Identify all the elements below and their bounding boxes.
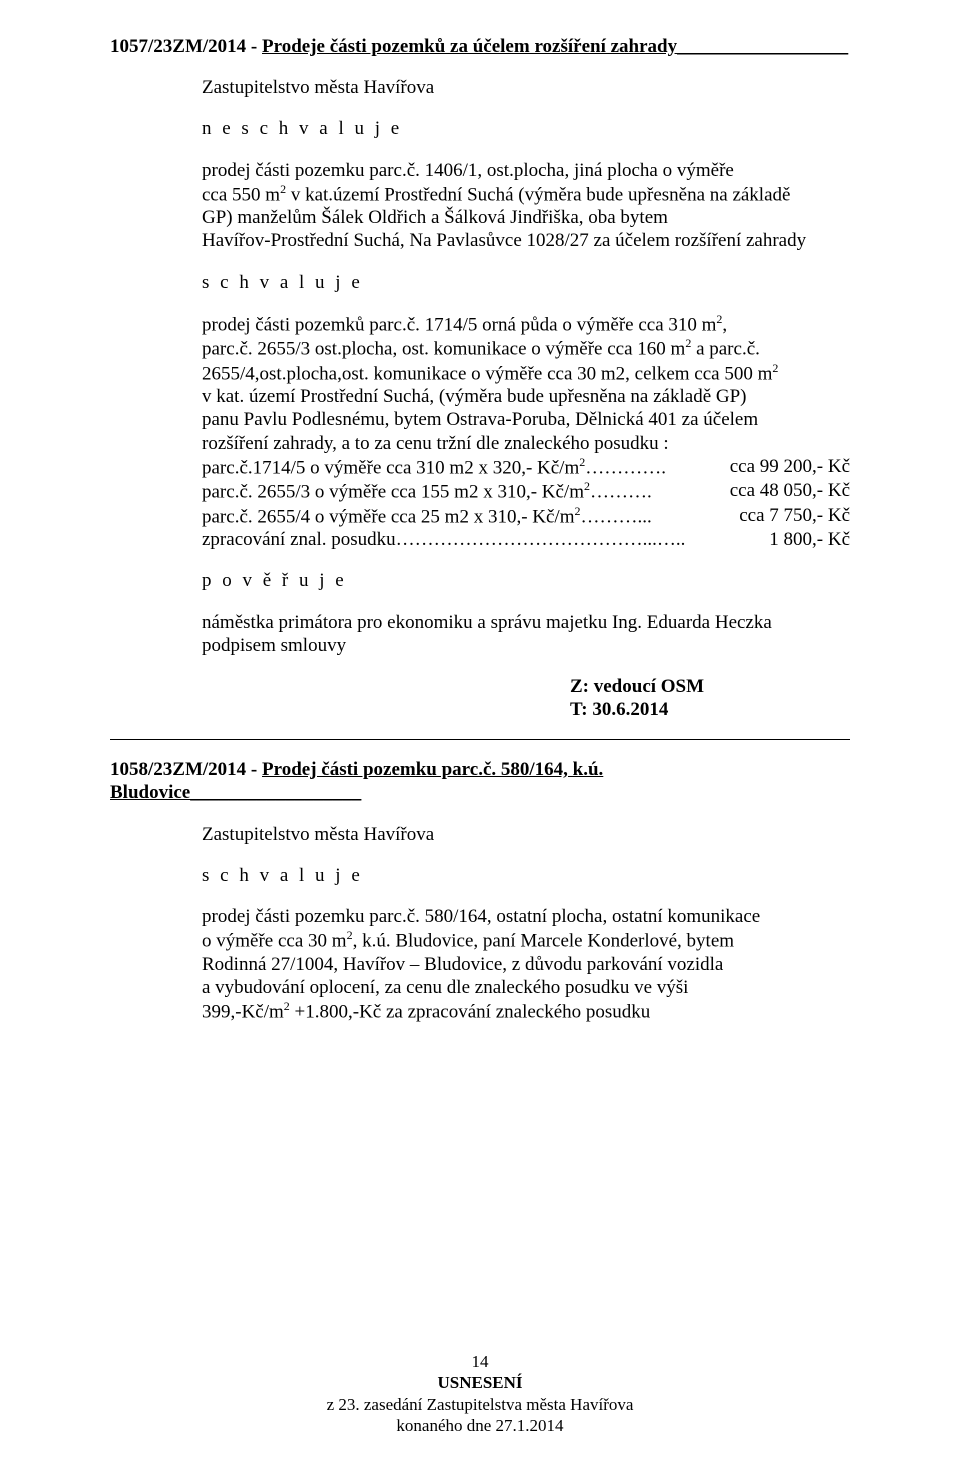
s2p1l4: a vybudování oplocení, za cenu dle znale… <box>202 976 850 999</box>
s1p1l2: cca 550 m2 v kat.území Prostřední Suchá … <box>202 182 850 207</box>
price-row-3-value: cca 7 750,- Kč <box>739 504 850 529</box>
footer-l2: z 23. zasedání Zastupitelstva města Haví… <box>0 1394 960 1415</box>
z-line: Z: vedoucí OSM <box>570 675 704 698</box>
price-row-1-value: cca 99 200,- Kč <box>730 455 850 480</box>
price-row-2: parc.č. 2655/3 o výměře cca 155 m2 x 310… <box>202 479 850 504</box>
s1p2l1: prodej části pozemků parc.č. 1714/5 orná… <box>202 312 850 337</box>
t-line: T: 30.6.2014 <box>570 698 668 721</box>
price-row-1: parc.č.1714/5 o výměře cca 310 m2 x 320,… <box>202 455 850 480</box>
section1-heading-title: Prodeje části pozemků za účelem rozšířen… <box>262 36 848 57</box>
s1p2l2: parc.č. 2655/3 ost.plocha, ost. komunika… <box>202 336 850 361</box>
section1-heading-prefix: 1057/23ZM/2014 - <box>110 36 262 57</box>
section1-neschvaluje: n e s c h v a l u j e <box>202 117 850 140</box>
s2p1l5: 399,-Kč/m2 +1.800,-Kč za zpracování znal… <box>202 999 850 1024</box>
s1p1l3: GP) manželům Šálek Oldřich a Šálková Jin… <box>202 206 850 229</box>
footer-l1: USNESENÍ <box>0 1372 960 1393</box>
price-row-4: zpracování znal. posudku…………………………………...… <box>202 528 850 551</box>
price-row-2-value: cca 48 050,- Kč <box>730 479 850 504</box>
section2-schvaluje: s c h v a l u j e <box>202 864 850 887</box>
responsibility-block: Z: vedoucí OSM T: 30.6.2014 <box>110 675 850 721</box>
section2-para1: prodej části pozemku parc.č. 580/164, os… <box>202 905 850 1024</box>
s1p1l4: Havířov-Prostřední Suchá, Na Pavlasůvce … <box>202 229 850 252</box>
section2-heading-prefix: 1058/23ZM/2014 - <box>110 759 262 780</box>
s1p3l2: podpisem smlouvy <box>202 634 850 657</box>
price-row-4-value: 1 800,- Kč <box>769 528 850 551</box>
section1-poveruje: p o v ě ř u j e <box>202 569 850 592</box>
s2p1l3: Rodinná 27/1004, Havířov – Bludovice, z … <box>202 953 850 976</box>
page-footer: 14 USNESENÍ z 23. zasedání Zastupitelstv… <box>0 1351 960 1436</box>
price-row-3: parc.č. 2655/4 o výměře cca 25 m2 x 310,… <box>202 504 850 529</box>
page: 1057/23ZM/2014 - Prodeje části pozemků z… <box>0 0 960 1474</box>
s2p1l2: o výměře cca 30 m2, k.ú. Bludovice, paní… <box>202 928 850 953</box>
sup-2: 2 <box>772 361 778 375</box>
s1p3l1: náměstka primátora pro ekonomiku a správ… <box>202 611 850 634</box>
section1-schvaluje: s c h v a l u j e <box>202 271 850 294</box>
s1p2l5: panu Pavlu Podlesnému, bytem Ostrava-Por… <box>202 408 850 431</box>
section-divider <box>110 739 850 740</box>
section1-para1: prodej části pozemku parc.č. 1406/1, ost… <box>202 159 850 253</box>
s1p2l3: 2655/4,ost.plocha,ost. komunikace o výmě… <box>202 361 850 386</box>
section1-heading: 1057/23ZM/2014 - Prodeje části pozemků z… <box>110 35 850 58</box>
section1-zast: Zastupitelstvo města Havířova <box>202 76 850 99</box>
s1p2l6: rozšíření zahrady, a to za cenu tržní dl… <box>202 432 850 455</box>
s2p1l1: prodej části pozemku parc.č. 580/164, os… <box>202 905 850 928</box>
footer-l3: konaného dne 27.1.2014 <box>0 1415 960 1436</box>
section1-para2: prodej části pozemků parc.č. 1714/5 orná… <box>202 312 850 552</box>
s1p2l4: v kat. území Prostřední Suchá, (výměra b… <box>202 385 850 408</box>
s1p1l1: prodej části pozemku parc.č. 1406/1, ost… <box>202 159 850 182</box>
section2-heading: 1058/23ZM/2014 - Prodej části pozemku pa… <box>110 758 850 804</box>
page-number: 14 <box>0 1351 960 1372</box>
section1-para3: náměstka primátora pro ekonomiku a správ… <box>202 611 850 657</box>
section2-zast: Zastupitelstvo města Havířova <box>202 823 850 846</box>
